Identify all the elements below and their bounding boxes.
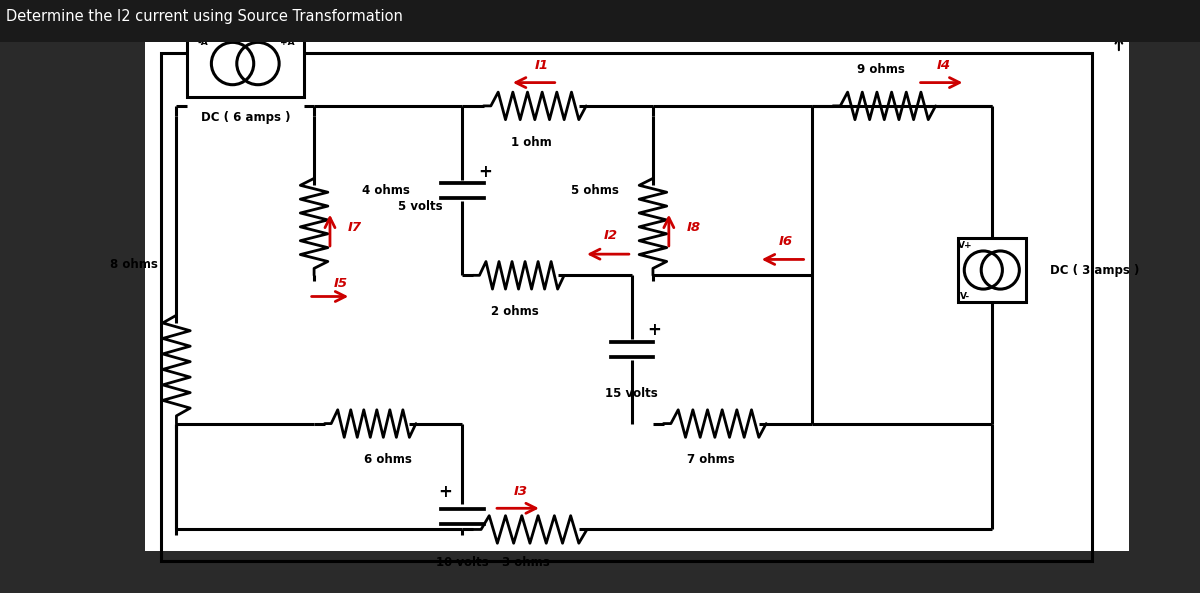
Text: 5 volts: 5 volts xyxy=(397,200,443,213)
Text: -A: -A xyxy=(198,38,209,47)
Text: Determine the I2 current using Source Transformation: Determine the I2 current using Source Tr… xyxy=(6,12,403,27)
Bar xyxy=(161,53,1092,561)
Bar xyxy=(145,42,1151,551)
Text: 9 ohms: 9 ohms xyxy=(857,63,905,76)
Text: I1: I1 xyxy=(535,59,548,72)
Text: I4: I4 xyxy=(937,59,952,72)
Text: 7 ohms: 7 ohms xyxy=(688,453,736,466)
Text: 8 ohms: 8 ohms xyxy=(110,258,158,271)
Text: 1 ohm: 1 ohm xyxy=(511,136,552,148)
Text: I7: I7 xyxy=(348,221,362,234)
Text: V-: V- xyxy=(960,292,971,301)
Text: 6 ohms: 6 ohms xyxy=(365,453,412,466)
Text: 15 volts: 15 volts xyxy=(605,387,658,400)
Text: I2: I2 xyxy=(604,228,618,241)
Text: I8: I8 xyxy=(686,221,701,234)
Text: +A: +A xyxy=(281,38,295,47)
Text: 3 ohms: 3 ohms xyxy=(502,556,550,569)
Bar xyxy=(958,238,1026,302)
Text: I6: I6 xyxy=(779,235,792,248)
Text: 10 volts: 10 volts xyxy=(436,556,488,569)
Text: DC ( 6 amps ): DC ( 6 amps ) xyxy=(200,111,290,124)
Bar xyxy=(187,39,304,97)
Text: 2 ohms: 2 ohms xyxy=(492,305,539,318)
Text: +: + xyxy=(479,162,492,180)
Text: Determine the I2 current using Source Transformation: Determine the I2 current using Source Tr… xyxy=(6,9,403,24)
Text: I5: I5 xyxy=(334,278,348,291)
Text: I3: I3 xyxy=(514,485,528,498)
Text: +: + xyxy=(648,321,661,339)
Text: DC ( 3 amps ): DC ( 3 amps ) xyxy=(1050,263,1140,276)
Text: V+: V+ xyxy=(958,241,973,250)
Text: 5 ohms: 5 ohms xyxy=(571,184,619,197)
Text: +: + xyxy=(438,483,451,502)
Text: 4 ohms: 4 ohms xyxy=(361,184,409,197)
